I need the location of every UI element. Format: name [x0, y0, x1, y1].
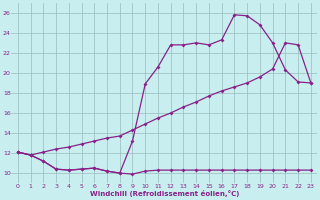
X-axis label: Windchill (Refroidissement éolien,°C): Windchill (Refroidissement éolien,°C) [90, 190, 239, 197]
